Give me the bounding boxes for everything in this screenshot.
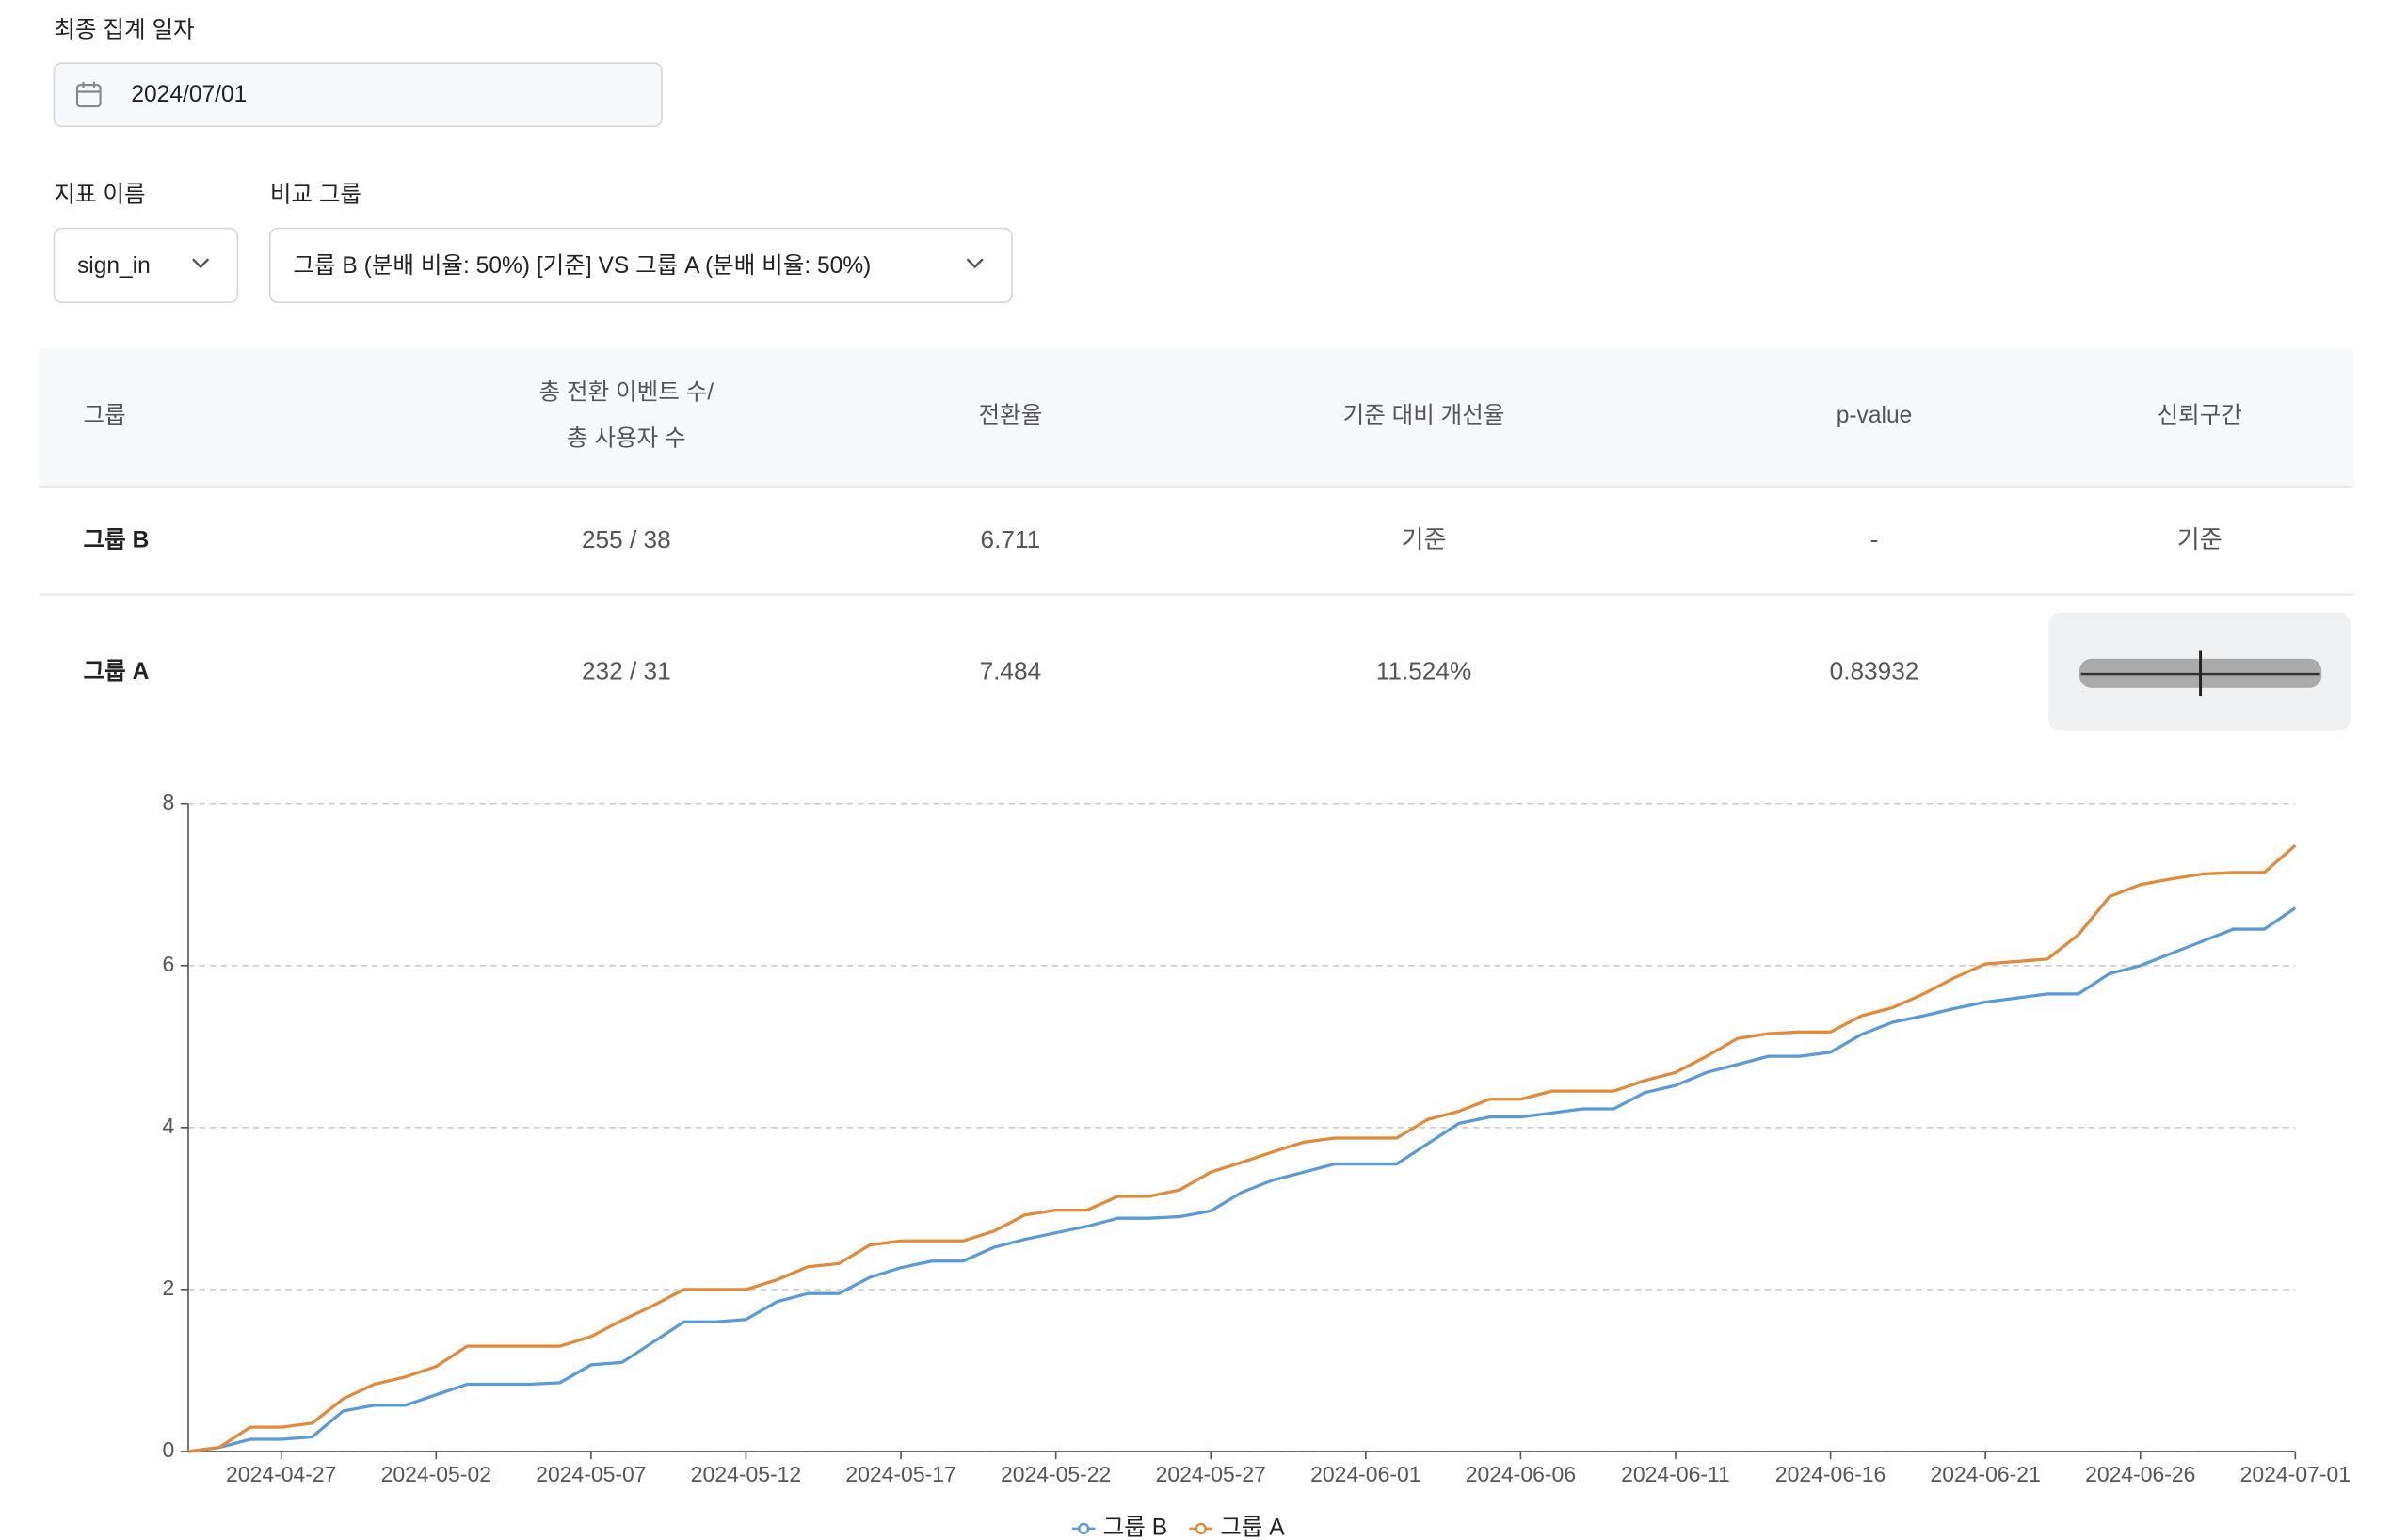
x-tick-label: 2024-05-02	[381, 1462, 491, 1486]
calendar-icon	[75, 81, 102, 108]
column-header: 그룹	[84, 403, 126, 428]
cell: 11.524%	[1376, 656, 1472, 684]
chart: 0 2 4 6 8 2024-04-27 2024-05-02 2024-05-07 2024-…	[162, 790, 2351, 1540]
column-header: 총 전환 이벤트 수/	[539, 378, 714, 405]
legend-marker	[1078, 1522, 1090, 1535]
date-label: 최종 집계 일자	[54, 16, 194, 42]
group-name: 그룹 A	[84, 658, 150, 684]
y-tick-label: 2	[162, 1275, 174, 1300]
column-header: 전환율	[978, 402, 1042, 428]
chevron	[966, 258, 984, 269]
group-select[interactable]: 그룹 B (분배 비율: 50%) [기준] VS 그룹 A (분배 비율: 5…	[269, 227, 1013, 303]
cell: 0.83932	[1830, 656, 1919, 684]
metric-select-box[interactable]	[53, 227, 239, 303]
group-select-box[interactable]	[269, 227, 1013, 303]
x-tick-label: 2024-06-26	[2085, 1462, 2195, 1486]
date-value: 2024/07/01	[131, 82, 247, 107]
x-tick-label: 2024-07-01	[2240, 1462, 2351, 1486]
metric-select[interactable]: sign_in	[53, 227, 239, 303]
cell: 기준	[2177, 525, 2223, 553]
x-tick-label: 2024-05-27	[1156, 1462, 1266, 1486]
y-tick-label: 4	[162, 1114, 174, 1138]
group-name: 그룹 B	[84, 527, 150, 553]
x-tick-label: 2024-06-16	[1775, 1462, 1886, 1486]
table: 그룹 총 전환 이벤트 수/ 총 사용자 수 전환율 기준 대비 개선율 p-v…	[39, 348, 2354, 731]
legend-label: 그룹 B	[1103, 1515, 1167, 1540]
column-header: 신뢰구간	[2158, 402, 2242, 428]
legend-label: 그룹 A	[1220, 1515, 1285, 1540]
cell: -	[1870, 525, 1879, 553]
x-tick-label: 2024-06-11	[1621, 1462, 1730, 1486]
confidence-interval	[2048, 612, 2351, 731]
x-tick-label: 2024-06-01	[1310, 1462, 1420, 1486]
column-header: p-value	[1837, 403, 1913, 428]
group-value: 그룹 B (분배 비율: 50%) [기준] VS 그룹 A (분배 비율: 5…	[293, 252, 871, 279]
x-tick-label: 2024-05-12	[691, 1462, 801, 1486]
x-tick-label: 2024-06-21	[1930, 1462, 2040, 1486]
table-header-bg	[39, 348, 2354, 487]
cell: 255 / 38	[582, 525, 671, 553]
x-tick-label: 2024-05-22	[1001, 1462, 1111, 1486]
column-header: 기준 대비 개선율	[1343, 402, 1505, 428]
group-label: 비교 그룹	[270, 182, 361, 208]
x-tick-label: 2024-04-27	[226, 1462, 336, 1486]
cell: 7.484	[980, 656, 1042, 684]
date-input-box[interactable]	[53, 62, 663, 128]
x-tick-label: 2024-06-06	[1466, 1462, 1576, 1486]
legend-marker	[1195, 1522, 1207, 1535]
date-input[interactable]: 2024/07/01	[53, 62, 663, 128]
cell: 6.711	[981, 525, 1041, 553]
x-tick-label: 2024-05-17	[845, 1462, 955, 1486]
metric-label: 지표 이름	[54, 182, 145, 208]
series-line	[187, 906, 2297, 1453]
metric-value: sign_in	[77, 253, 151, 279]
x-tick-label: 2024-05-07	[536, 1462, 646, 1486]
y-tick-label: 0	[162, 1437, 174, 1462]
y-tick-label: 8	[162, 790, 174, 814]
y-tick-label: 6	[162, 952, 174, 976]
cell: 기준	[1401, 525, 1446, 553]
chevron	[192, 258, 210, 269]
column-header: 총 사용자 수	[567, 425, 686, 451]
cell: 232 / 31	[582, 656, 671, 684]
series-line	[187, 843, 2297, 1453]
